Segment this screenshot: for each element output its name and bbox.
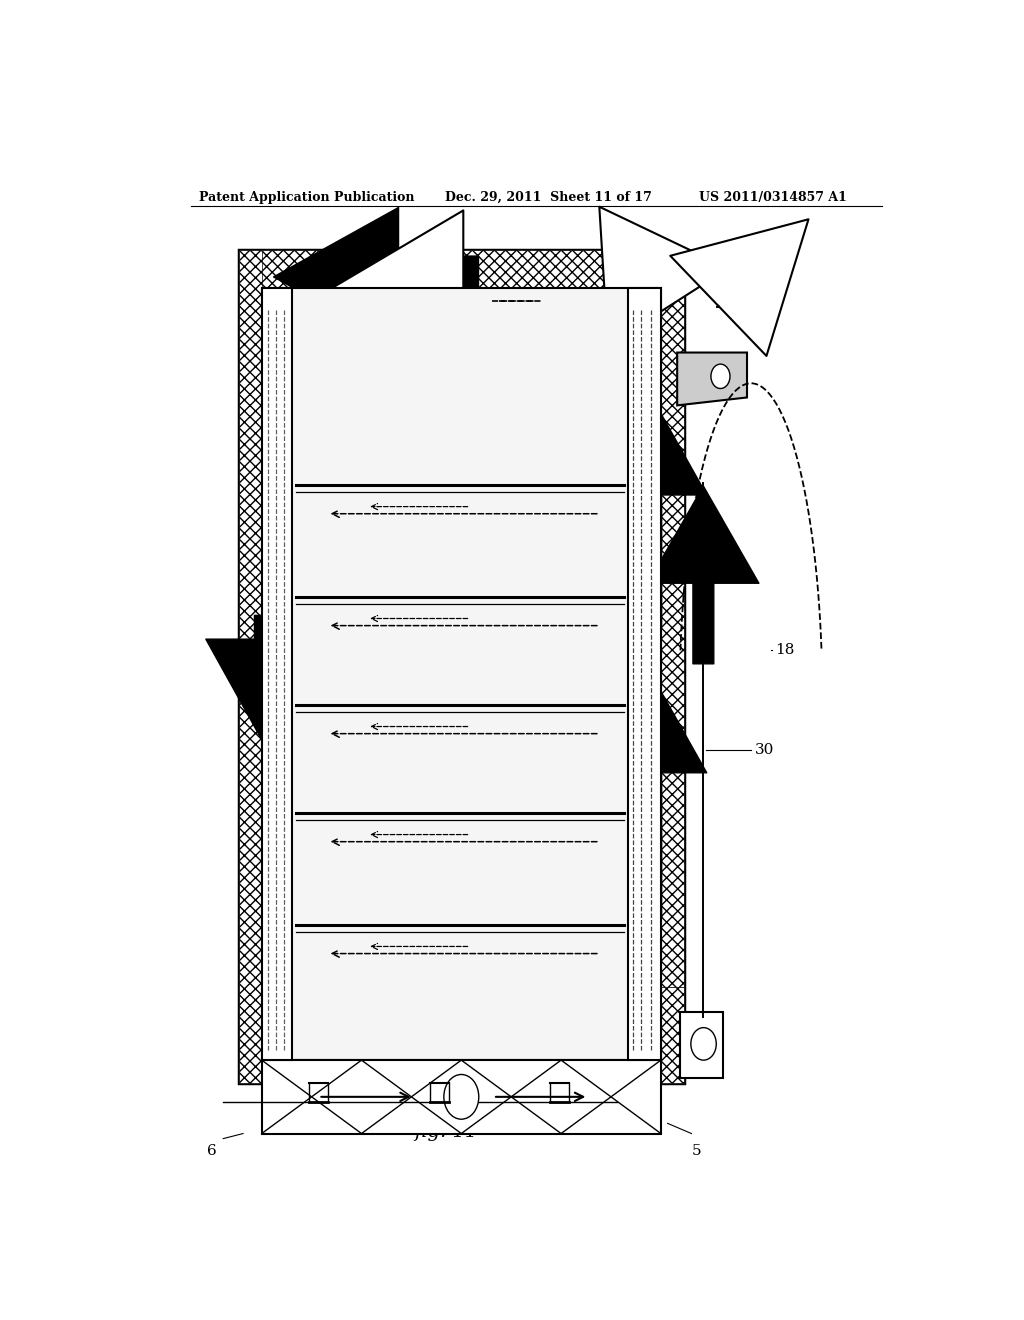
Bar (660, 987, 684, 1084)
Circle shape (711, 364, 730, 388)
Polygon shape (677, 352, 748, 405)
Text: 5: 5 (691, 1143, 701, 1158)
Bar (240, 249, 684, 1084)
Bar (240, 1060, 684, 1084)
Bar (240, 249, 262, 1084)
Bar (680, 1012, 723, 1078)
Text: 18: 18 (775, 643, 795, 657)
Bar (262, 289, 292, 1060)
Bar (262, 1060, 660, 1134)
Text: 30: 30 (755, 743, 774, 756)
Bar (240, 249, 684, 289)
Text: US 2011/0314857 A1: US 2011/0314857 A1 (699, 191, 847, 203)
Bar (660, 249, 684, 987)
Text: fig. 11: fig. 11 (414, 1123, 477, 1140)
Bar (628, 289, 660, 1060)
Text: 6: 6 (207, 1143, 217, 1158)
Text: Patent Application Publication: Patent Application Publication (200, 191, 415, 203)
Circle shape (443, 1074, 479, 1119)
Circle shape (691, 1028, 716, 1060)
Bar (262, 289, 660, 1060)
Text: Dec. 29, 2011  Sheet 11 of 17: Dec. 29, 2011 Sheet 11 of 17 (445, 191, 652, 203)
